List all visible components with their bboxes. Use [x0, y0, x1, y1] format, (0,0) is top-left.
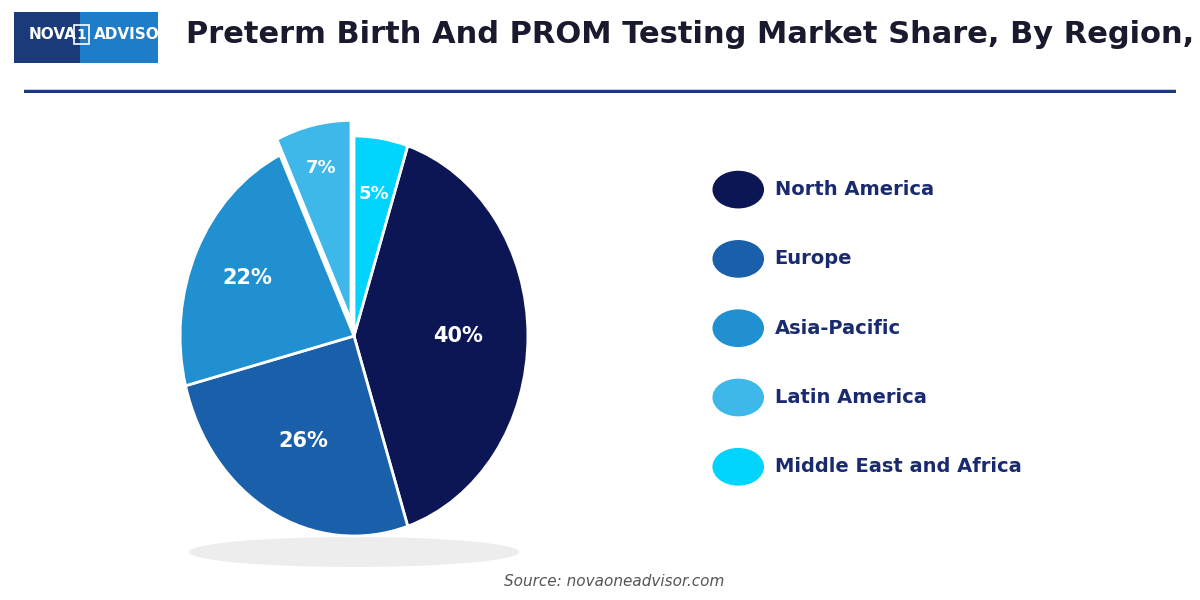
- Circle shape: [713, 449, 763, 485]
- Text: 26%: 26%: [278, 431, 329, 451]
- FancyBboxPatch shape: [14, 11, 80, 64]
- Wedge shape: [354, 136, 408, 336]
- Text: Source: novaoneadvisor.com: Source: novaoneadvisor.com: [504, 575, 725, 589]
- Wedge shape: [277, 121, 350, 320]
- Text: 22%: 22%: [222, 268, 272, 288]
- Wedge shape: [186, 336, 408, 536]
- Circle shape: [713, 379, 763, 416]
- Text: NOVA: NOVA: [29, 27, 77, 42]
- Text: Middle East and Africa: Middle East and Africa: [775, 457, 1021, 476]
- Text: 5%: 5%: [359, 185, 389, 203]
- Circle shape: [713, 241, 763, 277]
- Ellipse shape: [188, 537, 520, 567]
- Text: Preterm Birth And PROM Testing Market Share, By Region, 2023 (%): Preterm Birth And PROM Testing Market Sh…: [186, 20, 1200, 49]
- FancyBboxPatch shape: [80, 11, 158, 64]
- Text: ADVISOR: ADVISOR: [94, 27, 172, 42]
- Text: 40%: 40%: [433, 326, 484, 346]
- Text: Latin America: Latin America: [775, 388, 926, 407]
- Text: North America: North America: [775, 180, 934, 199]
- Circle shape: [713, 172, 763, 208]
- Circle shape: [713, 310, 763, 346]
- Wedge shape: [180, 155, 354, 386]
- Text: Europe: Europe: [775, 250, 852, 268]
- Text: Asia-Pacific: Asia-Pacific: [775, 319, 901, 338]
- Text: 1: 1: [77, 28, 86, 41]
- Wedge shape: [354, 146, 528, 526]
- Text: 7%: 7%: [306, 159, 337, 177]
